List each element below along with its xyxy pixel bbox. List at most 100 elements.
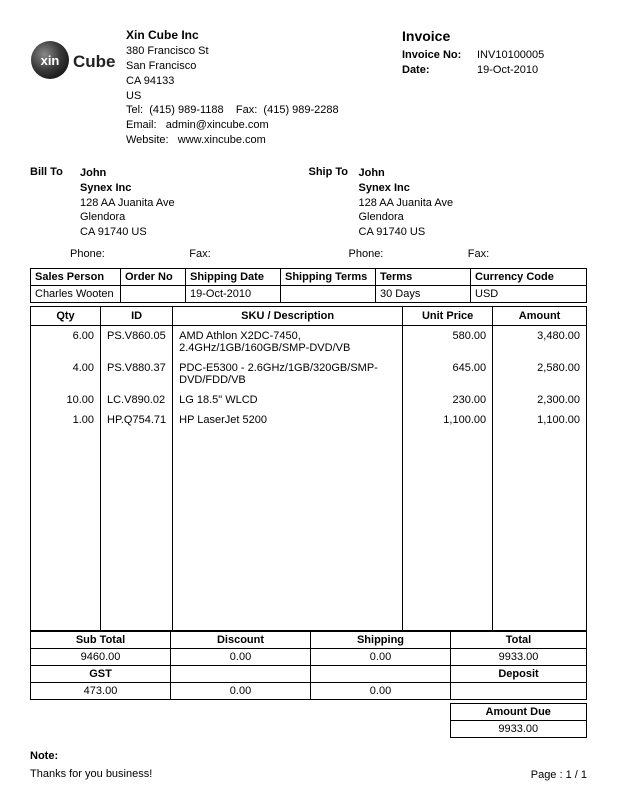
invoice-meta: Invoice Invoice No: INV10100005 Date: 19… (402, 28, 587, 148)
id-cell: PS.V880.37 (101, 358, 173, 390)
unit-price-cell: 1,100.00 (403, 410, 493, 430)
tel-value: (415) 989-1188 (149, 104, 223, 116)
amount-due-val: 9933.00 (450, 720, 587, 737)
total-val: 9933.00 (451, 648, 587, 665)
ship-terms-val (281, 286, 376, 303)
table-row: 10.00LC.V890.02LG 18.5" WLCD230.002,300.… (31, 390, 587, 410)
shipto-phone-label: Phone: (309, 248, 468, 260)
company-region: CA 94133 (126, 74, 394, 89)
contact-row: Phone: Fax: Phone: Fax: (30, 248, 587, 260)
sales-person-val: Charles Wooten (31, 286, 121, 303)
table-row: 4.00PS.V880.37PDC-E5300 - 2.6GHz/1GB/320… (31, 358, 587, 390)
tel-label: Tel: (126, 104, 143, 116)
billto-city: Glendora (80, 210, 175, 225)
shipto-addr1: 128 AA Juanita Ave (359, 196, 454, 211)
sku-cell: HP LaserJet 5200 (173, 410, 403, 430)
qty-cell: 10.00 (31, 390, 101, 410)
svg-text:xin: xin (41, 53, 60, 68)
billto-region: CA 91740 US (80, 225, 175, 240)
billto-label: Bill To (30, 166, 80, 240)
sku-cell: PDC-E5300 - 2.6GHz/1GB/320GB/SMP-DVD/FDD… (173, 358, 403, 390)
web-value: www.xincube.com (178, 134, 266, 146)
qty-cell: 4.00 (31, 358, 101, 390)
company-addr1: 380 Francisco St (126, 44, 394, 59)
email-value: admin@xincube.com (166, 119, 269, 131)
invoice-date-label: Date: (402, 63, 477, 78)
logo-icon: xin Cube (30, 40, 115, 80)
subtotal-h: Sub Total (31, 631, 171, 648)
billto-block: Bill To John Synex Inc 128 AA Juanita Av… (30, 166, 309, 240)
company-info: Xin Cube Inc 380 Francisco St San Franci… (126, 28, 394, 148)
company-email-line: Email: admin@xincube.com (126, 118, 394, 133)
amount-cell: 2,580.00 (493, 358, 587, 390)
shipto-fax-label: Fax: (468, 248, 587, 260)
company-web-line: Website: www.xincube.com (126, 133, 394, 148)
web-label: Website: (126, 134, 169, 146)
fax-label: Fax: (236, 104, 257, 116)
discount-h: Discount (171, 631, 311, 648)
company-name: Xin Cube Inc (126, 28, 394, 42)
addresses-section: Bill To John Synex Inc 128 AA Juanita Av… (30, 166, 587, 240)
id-cell: PS.V860.05 (101, 326, 173, 359)
shipping-h: Shipping (311, 631, 451, 648)
shipto-block: Ship To John Synex Inc 128 AA Juanita Av… (309, 166, 588, 240)
logo-col: xin Cube (30, 28, 118, 148)
amount-due-h: Amount Due (450, 703, 587, 720)
sales-person-h: Sales Person (31, 269, 121, 286)
billto-company: Synex Inc (80, 181, 175, 196)
qty-cell: 1.00 (31, 410, 101, 430)
r2c2-val: 0.00 (171, 682, 311, 699)
sku-cell: LG 18.5" WLCD (173, 390, 403, 410)
amount-due-row: Amount Due 9933.00 (30, 703, 587, 738)
subtotal-val: 9460.00 (31, 648, 171, 665)
fax-value: (415) 989-2288 (263, 104, 338, 116)
unit-price-cell: 230.00 (403, 390, 493, 410)
billto-name: John (80, 166, 175, 181)
gst-val: 473.00 (31, 682, 171, 699)
invoice-title: Invoice (402, 28, 587, 44)
shipto-region: CA 91740 US (359, 225, 454, 240)
deposit-val (451, 682, 587, 699)
note-text: Thanks for you business! (30, 768, 587, 780)
ship-date-val: 19-Oct-2010 (186, 286, 281, 303)
qty-h: Qty (31, 307, 101, 326)
id-cell: HP.Q754.71 (101, 410, 173, 430)
info-table: Sales Person Order No Shipping Date Ship… (30, 268, 587, 303)
order-no-h: Order No (121, 269, 186, 286)
currency-h: Currency Code (471, 269, 587, 286)
invoice-date-value: 19-Oct-2010 (477, 63, 538, 78)
table-row: 1.00HP.Q754.71HP LaserJet 52001,100.001,… (31, 410, 587, 430)
id-cell: LC.V890.02 (101, 390, 173, 410)
table-row: 6.00PS.V860.05AMD Athlon X2DC-7450, 2.4G… (31, 326, 587, 359)
discount-val: 0.00 (171, 648, 311, 665)
invoice-no-value: INV10100005 (477, 48, 544, 63)
gst-h: GST (31, 665, 171, 682)
billto-addr1: 128 AA Juanita Ave (80, 196, 175, 211)
unit-price-h: Unit Price (403, 307, 493, 326)
amount-cell: 3,480.00 (493, 326, 587, 359)
shipto-name: John (359, 166, 454, 181)
header-section: xin Cube Xin Cube Inc 380 Francisco St S… (30, 28, 587, 148)
items-spacer (31, 430, 587, 630)
unit-price-cell: 645.00 (403, 358, 493, 390)
items-table: Qty ID SKU / Description Unit Price Amou… (30, 306, 587, 631)
billto-fax-label: Fax: (189, 248, 308, 260)
note-label: Note: (30, 750, 587, 762)
qty-cell: 6.00 (31, 326, 101, 359)
page-number: Page : 1 / 1 (531, 769, 587, 781)
company-country: US (126, 89, 394, 104)
terms-h: Terms (376, 269, 471, 286)
company-phone-line: Tel: (415) 989-1188 Fax: (415) 989-2288 (126, 103, 394, 118)
billto-phone-label: Phone: (30, 248, 189, 260)
sku-h: SKU / Description (173, 307, 403, 326)
sku-cell: AMD Athlon X2DC-7450, 2.4GHz/1GB/160GB/S… (173, 326, 403, 359)
currency-val: USD (471, 286, 587, 303)
id-h: ID (101, 307, 173, 326)
note-section: Note: Thanks for you business! (30, 750, 587, 780)
r2c3-val: 0.00 (311, 682, 451, 699)
unit-price-cell: 580.00 (403, 326, 493, 359)
terms-val: 30 Days (376, 286, 471, 303)
shipto-city: Glendora (359, 210, 454, 225)
shipto-company: Synex Inc (359, 181, 454, 196)
amount-cell: 2,300.00 (493, 390, 587, 410)
